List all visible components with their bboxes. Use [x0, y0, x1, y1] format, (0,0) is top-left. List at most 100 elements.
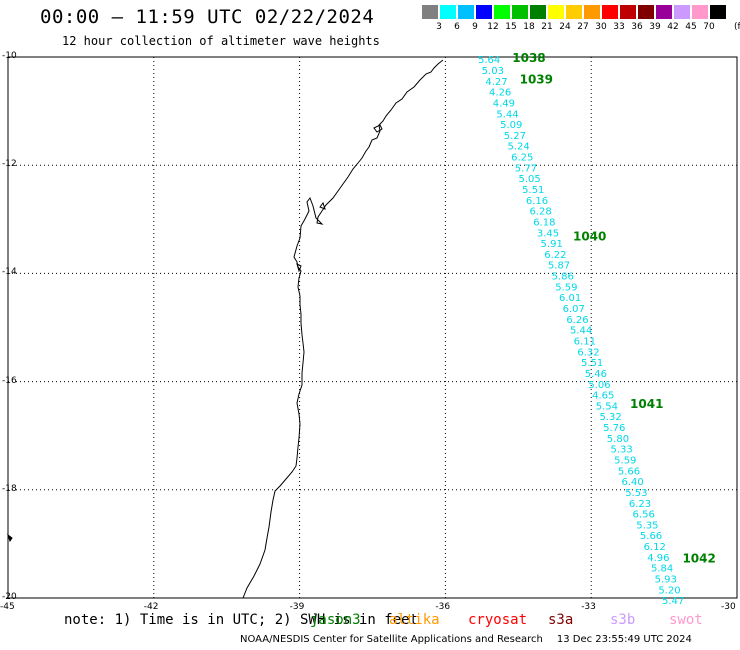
swh-value: 4.49 [493, 98, 515, 109]
swh-value: 5.32 [599, 412, 621, 423]
swh-value: 5.44 [570, 326, 592, 337]
scale-swatch [440, 5, 456, 19]
coast-islet [319, 201, 326, 210]
swh-value: 5.53 [625, 488, 647, 499]
swh-value: 5.46 [585, 369, 607, 380]
scale-label: 21 [541, 22, 553, 32]
lat-tick-label: -18 [2, 483, 17, 494]
lon-tick-label: -45 [0, 602, 15, 612]
swh-value: 5.80 [607, 434, 629, 445]
swh-value: 5.51 [522, 185, 544, 196]
lat-tick-label: -16 [2, 375, 17, 386]
scale-label: 45 [685, 22, 697, 32]
swh-value: 5.06 [588, 380, 610, 391]
lon-tick-label: -30 [721, 602, 736, 612]
swh-value: 5.59 [614, 456, 636, 467]
scale-label: 39 [649, 22, 661, 32]
swh-value: 6.23 [629, 499, 651, 510]
map-frame [7, 56, 738, 599]
scale-swatch [602, 5, 618, 19]
swh-value: 5.05 [518, 174, 540, 185]
time-label: 1038 [512, 51, 545, 65]
swh-value: 6.28 [530, 207, 552, 218]
scale-swatch [494, 5, 510, 19]
swh-value: 5.59 [555, 282, 577, 293]
lon-tick-label: -36 [435, 602, 451, 612]
swh-value: 5.20 [658, 585, 680, 596]
swh-value: 6.22 [544, 250, 566, 261]
page-title: 00:00 — 11:59 UTC 02/22/2024 [40, 6, 375, 28]
swh-value: 6.56 [633, 510, 655, 521]
swh-value: 4.65 [592, 391, 614, 402]
lat-tick-label: -14 [2, 267, 17, 278]
scale-swatch [584, 5, 600, 19]
lat-tick-label: -20 [2, 592, 17, 602]
footer-note: note: 1) Time is in UTC; 2) SWH is in fe… [64, 612, 419, 628]
swh-value: 3.45 [537, 228, 559, 239]
scale-label: 27 [577, 22, 589, 32]
swh-value: 5.33 [610, 445, 632, 456]
scale-label: 18 [523, 22, 535, 32]
swh-value: 5.64 [478, 55, 500, 66]
satellite-legend-swot: swot [669, 612, 703, 628]
swh-value: 5.54 [596, 401, 618, 412]
satellite-legend-cryosat: cryosat [468, 612, 528, 628]
swh-value: 4.26 [489, 88, 511, 99]
credit-text: NOAA/NESDIS Center for Satellite Applica… [240, 634, 543, 645]
scale-unit: (ft) [734, 22, 740, 32]
swh-value: 5.77 [515, 163, 537, 174]
scale-swatch [620, 5, 636, 19]
swh-value: 6.18 [533, 217, 555, 228]
swh-value: 5.86 [552, 272, 574, 283]
swh-value: 5.76 [603, 423, 625, 434]
swh-value: 5.84 [651, 564, 673, 575]
scale-label: 3 [436, 22, 442, 32]
scale-swatch [422, 5, 438, 19]
lon-tick-label: -39 [289, 602, 305, 612]
scale-swatch [566, 5, 582, 19]
swh-value: 5.51 [581, 358, 603, 369]
coast-islet [373, 124, 383, 133]
time-labels: 1038 1039 1040 1041 1042 [512, 51, 716, 565]
swh-value: 6.16 [526, 196, 548, 207]
swh-value: 6.01 [559, 293, 581, 304]
scale-swatch [692, 5, 708, 19]
swh-value: 5.47 [662, 596, 684, 607]
satellite-legend-s3a: s3a [548, 612, 574, 628]
swh-value: 6.07 [563, 304, 585, 315]
scale-swatch [458, 5, 474, 19]
scale-swatch [656, 5, 672, 19]
swh-value: 5.24 [507, 142, 529, 153]
lon-tick-label: -42 [143, 602, 159, 612]
time-label: 1042 [682, 551, 715, 565]
scale-label: 33 [613, 22, 625, 32]
time-label: 1041 [630, 397, 663, 411]
lon-tick-label: -33 [581, 602, 596, 612]
scale-swatch [638, 5, 654, 19]
swh-value: 5.03 [482, 66, 504, 77]
swh-value: 4.96 [647, 553, 669, 564]
satellite-legend-altika: altika [389, 612, 440, 628]
scale-label: 36 [631, 22, 643, 32]
swh-value: 5.93 [655, 575, 677, 586]
altimeter-track: 5.645.034.274.264.495.445.095.275.246.25… [478, 55, 684, 607]
scale-swatch [476, 5, 492, 19]
time-label: 1040 [573, 230, 606, 244]
swh-value: 6.40 [622, 477, 644, 488]
scale-label: 15 [505, 22, 517, 32]
swh-value: 6.11 [574, 336, 596, 347]
scale-swatch [548, 5, 564, 19]
swh-value: 5.27 [504, 131, 526, 142]
map-gridlines [8, 56, 737, 599]
swh-value: 5.91 [541, 239, 563, 250]
scale-label: 24 [559, 22, 571, 32]
scale-label: 70 [703, 22, 715, 32]
swh-value: 5.66 [618, 466, 640, 477]
swh-value: 5.87 [548, 261, 570, 272]
swh-value: 5.35 [636, 520, 658, 531]
swh-value: 6.32 [577, 347, 599, 358]
lat-tick-label: -10 [2, 51, 17, 61]
swh-value: 6.25 [511, 153, 533, 164]
page-subtitle: 12 hour collection of altimeter wave hei… [62, 34, 380, 48]
